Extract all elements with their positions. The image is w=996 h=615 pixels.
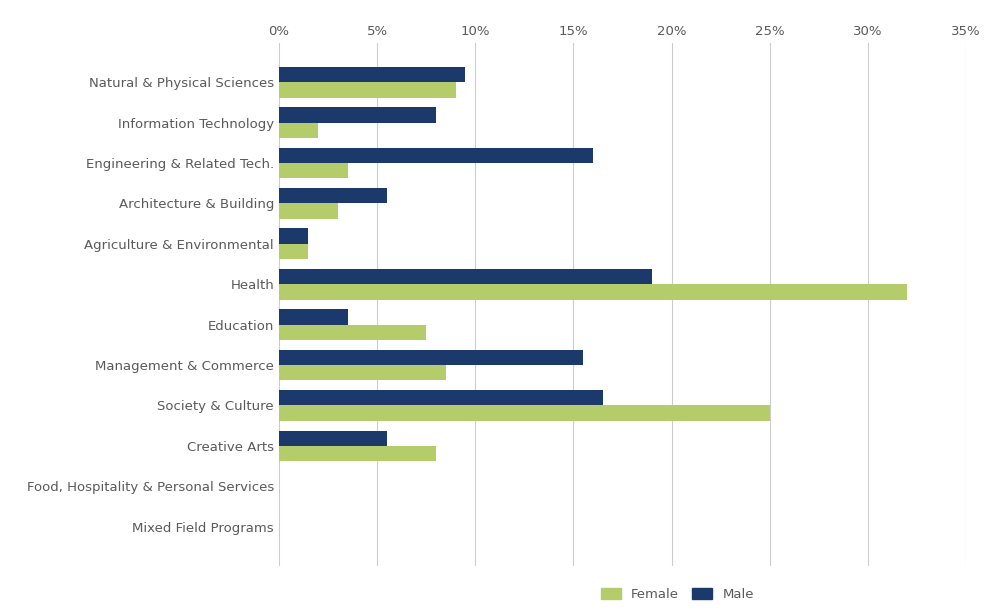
Bar (279, 228, 309, 244)
Bar (279, 163, 348, 178)
Bar (279, 430, 386, 446)
Bar (279, 350, 584, 365)
Bar (279, 405, 770, 421)
Legend: Female, Male: Female, Male (596, 582, 760, 606)
Bar (279, 365, 446, 381)
Bar (279, 446, 436, 461)
Bar (279, 107, 436, 122)
Bar (279, 284, 907, 300)
Bar (279, 67, 465, 82)
Bar (279, 269, 652, 284)
Bar (279, 244, 309, 259)
Bar (279, 204, 338, 219)
Bar (279, 325, 426, 340)
Bar (279, 188, 386, 204)
Bar (279, 390, 603, 405)
Bar (279, 82, 455, 98)
Bar (279, 148, 593, 163)
Bar (279, 309, 348, 325)
Bar (279, 122, 318, 138)
